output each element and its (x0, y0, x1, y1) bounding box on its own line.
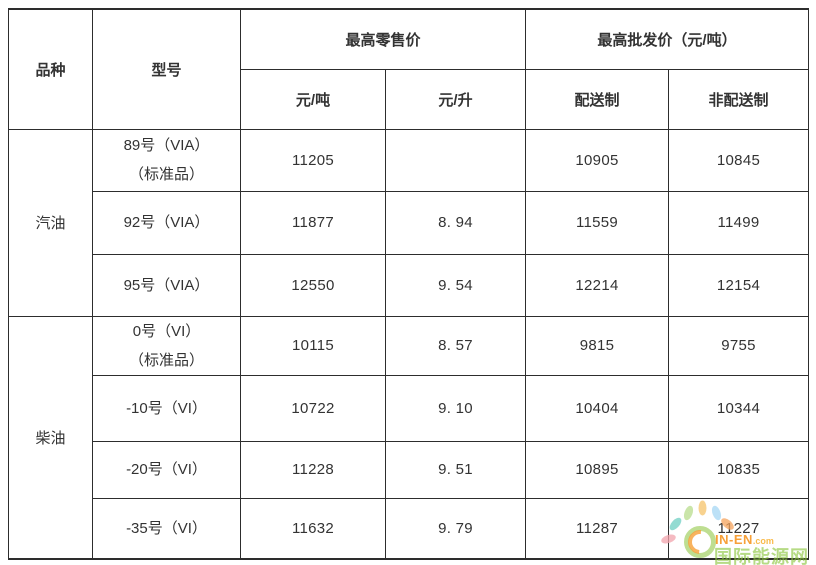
yuan-ton-cell: 11205 (240, 128, 386, 192)
model-cell: -20号（VI） (92, 440, 241, 499)
table-row: 汽油 89号（VIA） （标准品） 11205 10905 10845 (8, 128, 809, 317)
yuan-liter-cell: 9. 54 (385, 253, 526, 317)
yuan-liter-cell: 9. 51 (385, 440, 526, 499)
delivery-cell: 11287 (525, 497, 669, 560)
delivery-cell: 11559 (525, 190, 669, 255)
model-cell: -10号（VI） (92, 374, 241, 442)
yuan-ton-cell: 11632 (240, 497, 386, 560)
yuan-ton-cell: 11228 (240, 440, 386, 499)
table-row: -20号（VI） 11228 9. 51 10895 10835 (9, 440, 809, 499)
model-label: -20号（VI） (126, 461, 207, 478)
model-sublabel: （标准品） (128, 166, 204, 183)
header-cell-yuan-per-ton: 元/吨 (240, 68, 386, 130)
delivery-cell: 10905 (525, 128, 669, 192)
header-cell-wholesale-group: 最高批发价（元/吨） (525, 8, 809, 70)
model-cell: 0号（VI） （标准品） (92, 315, 241, 376)
delivery-cell: 10404 (525, 374, 669, 442)
non-delivery-cell: 10835 (668, 440, 809, 499)
yuan-liter-cell (385, 128, 526, 192)
delivery-cell: 10895 (525, 440, 669, 499)
non-delivery-cell: 9755 (668, 315, 809, 376)
yuan-liter-cell: 8. 94 (385, 190, 526, 255)
variety-cell-diesel: 柴油 (8, 315, 93, 560)
non-delivery-cell: 11227 (668, 497, 809, 560)
header-cell-non-delivery: 非配送制 (668, 68, 809, 130)
model-label: -10号（VI） (126, 399, 207, 417)
yuan-ton-cell: 11877 (240, 190, 386, 255)
model-label: 92号（VIA） (123, 214, 210, 231)
model-label: 89号（VIA） (123, 137, 210, 154)
yuan-liter-cell: 9. 10 (385, 374, 526, 442)
header-cell-variety: 品种 (8, 8, 93, 130)
non-delivery-cell: 12154 (668, 253, 809, 317)
table-row: -10号（VI） 10722 9. 10 10404 10344 (9, 374, 809, 442)
table-row: 92号（VIA） 11877 8. 94 11559 11499 (9, 190, 809, 255)
header-row-groups: 品种 型号 最高零售价 最高批发价（元/吨） (8, 8, 809, 130)
model-cell: 92号（VIA） (92, 190, 241, 255)
non-delivery-cell: 10344 (668, 374, 809, 442)
header-cell-delivery: 配送制 (525, 68, 669, 130)
fuel-price-table: 品种 型号 最高零售价 最高批发价（元/吨） 元/吨 元/升 配送制 非配送制 … (8, 8, 809, 560)
non-delivery-cell: 11499 (668, 190, 809, 255)
variety-cell-gasoline: 汽油 (8, 128, 93, 317)
header-row-units: 元/吨 元/升 配送制 非配送制 (9, 68, 809, 130)
non-delivery-cell: 10845 (668, 128, 809, 192)
model-sublabel: （标准品） (128, 351, 204, 369)
model-cell: 89号（VIA） （标准品） (92, 128, 241, 192)
model-label: -35号（VI） (126, 519, 207, 537)
model-cell: 95号（VIA） (92, 253, 241, 317)
yuan-ton-cell: 12550 (240, 253, 386, 317)
header-cell-model: 型号 (92, 8, 241, 130)
table-row: 95号（VIA） 12550 9. 54 12214 12154 (9, 253, 809, 317)
table-row: -35号（VI） 11632 9. 79 11287 11227 (9, 497, 809, 560)
yuan-liter-cell: 9. 79 (385, 497, 526, 560)
table-row: 柴油 0号（VI） （标准品） 10115 8. 57 9815 9755 (8, 315, 809, 560)
model-label: 95号（VIA） (123, 276, 210, 294)
header-cell-retail-group: 最高零售价 (240, 8, 526, 70)
yuan-liter-cell: 8. 57 (385, 315, 526, 376)
delivery-cell: 9815 (525, 315, 669, 376)
model-label: 0号（VI） (132, 322, 201, 340)
yuan-ton-cell: 10722 (240, 374, 386, 442)
header-cell-yuan-per-liter: 元/升 (385, 68, 526, 130)
yuan-ton-cell: 10115 (240, 315, 386, 376)
model-cell: -35号（VI） (92, 497, 241, 560)
delivery-cell: 12214 (525, 253, 669, 317)
